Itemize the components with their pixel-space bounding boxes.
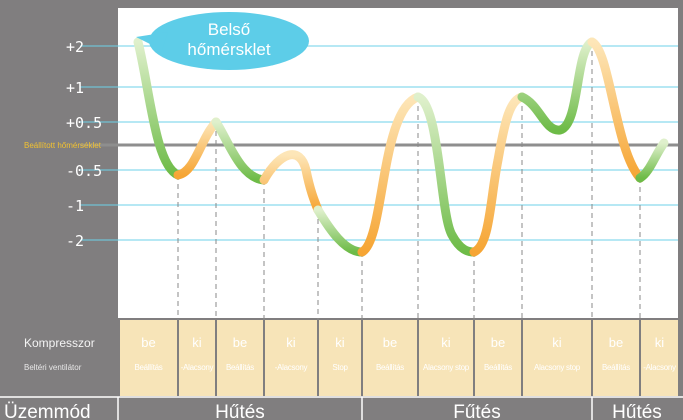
segment-cell bbox=[179, 320, 215, 396]
fan-state: Beállítás bbox=[484, 363, 512, 372]
fan-state: Alacsony stop bbox=[534, 363, 581, 372]
segment-cell bbox=[475, 320, 521, 396]
segment-cell bbox=[419, 320, 473, 396]
compressor-state: be bbox=[609, 335, 623, 350]
fan-state: Beállítás bbox=[226, 363, 254, 372]
segment-cell bbox=[523, 320, 591, 396]
y-tick-label: -1 bbox=[66, 197, 84, 215]
segment-cell bbox=[593, 320, 639, 396]
compressor-state: ki bbox=[441, 335, 451, 350]
compressor-state: ki bbox=[655, 335, 665, 350]
mode-row-label: Üzemmód bbox=[4, 402, 91, 420]
bubble-line-2: hőmérsklet bbox=[187, 40, 270, 59]
segment-cell bbox=[319, 320, 361, 396]
y-tick-label: -2 bbox=[66, 232, 84, 250]
mode-label-cooling: Hűtés bbox=[215, 402, 265, 420]
fan-state: -Alacsony bbox=[181, 363, 214, 372]
segment-cell bbox=[120, 320, 177, 396]
fan-row-label: Beltéri ventilátor bbox=[24, 363, 82, 372]
compressor-row-label: Kompresszor bbox=[24, 336, 95, 350]
segment-cell bbox=[641, 320, 678, 396]
segment-cell bbox=[363, 320, 417, 396]
y-tick-label: -0.5 bbox=[66, 162, 102, 180]
compressor-state: be bbox=[233, 335, 247, 350]
fan-state: -Alacsony bbox=[275, 363, 308, 372]
mode-label-heating: Fűtés bbox=[453, 402, 501, 420]
fan-state: Beállítás bbox=[376, 363, 404, 372]
mode-row bbox=[0, 397, 683, 420]
bubble-line-1: Belső bbox=[208, 20, 251, 39]
compressor-state: ki bbox=[286, 335, 296, 350]
compressor-state: be bbox=[383, 335, 397, 350]
y-tick-label: +2 bbox=[66, 38, 84, 56]
setpoint-label: Beállított hőmérséklet bbox=[24, 141, 102, 150]
compressor-state: ki bbox=[192, 335, 202, 350]
segment-table bbox=[120, 320, 678, 396]
segment-cell bbox=[217, 320, 263, 396]
y-tick-label: +0.5 bbox=[66, 114, 102, 132]
mode-label-cooling: Hűtés bbox=[612, 402, 662, 420]
compressor-state: be bbox=[491, 335, 505, 350]
fan-state: Beállítás bbox=[602, 363, 630, 372]
compressor-state: be bbox=[141, 335, 155, 350]
fan-state: Alacsony stop bbox=[423, 363, 470, 372]
compressor-state: ki bbox=[552, 335, 562, 350]
fan-state: -Alacsony bbox=[643, 363, 676, 372]
fan-state: Beállítás bbox=[135, 363, 163, 372]
fan-state: Stop bbox=[332, 363, 348, 372]
segment-cell bbox=[265, 320, 317, 396]
y-tick-label: +1 bbox=[66, 79, 84, 97]
compressor-state: ki bbox=[335, 335, 345, 350]
